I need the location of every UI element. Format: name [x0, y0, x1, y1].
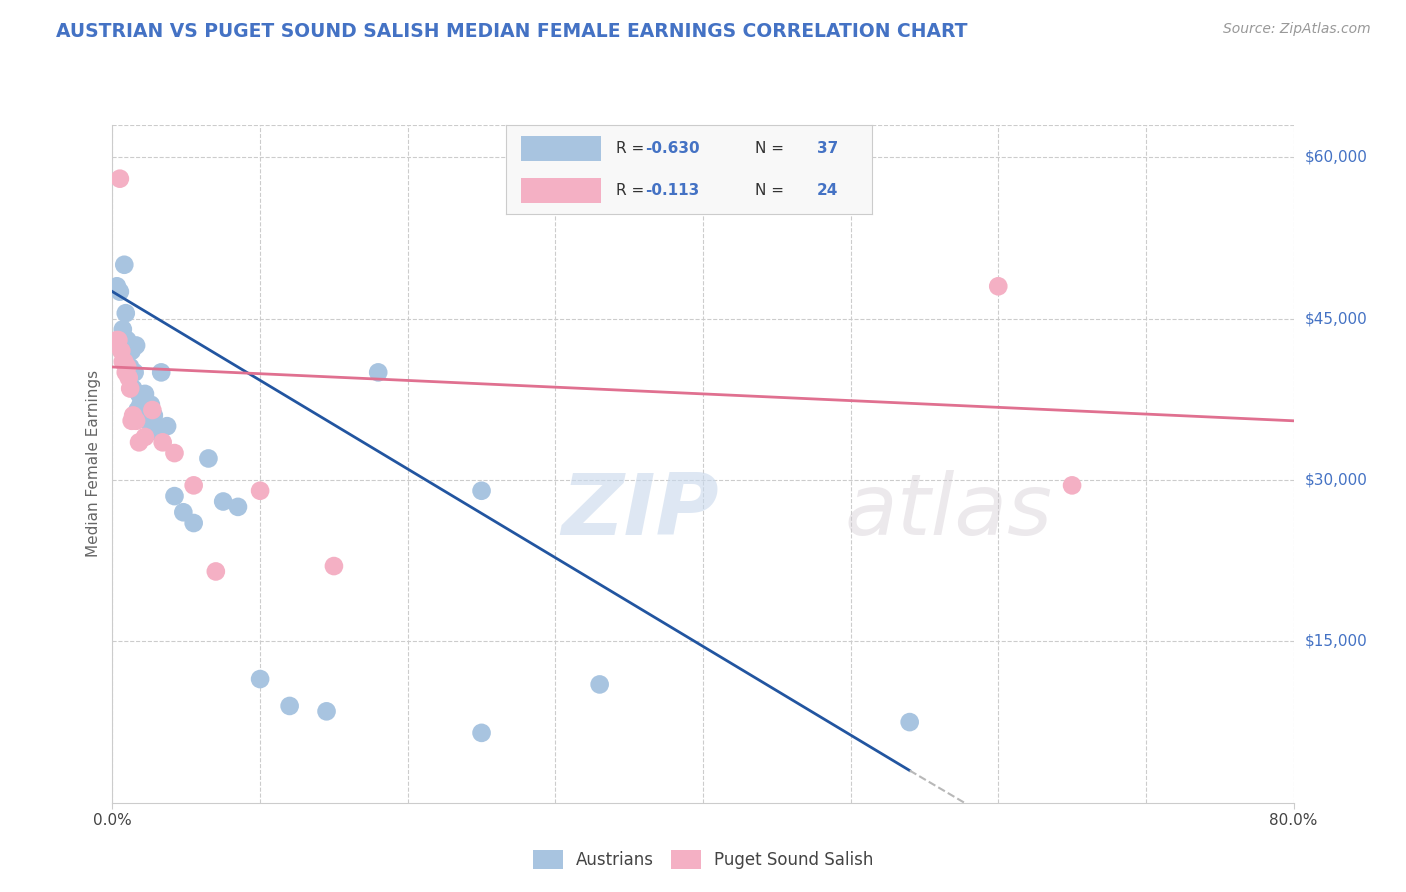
Text: R =: R =: [616, 141, 650, 155]
Point: [114, 365, 136, 379]
Text: 24: 24: [817, 184, 838, 198]
Point: [588, 677, 610, 691]
Point: [152, 435, 174, 450]
Point: [197, 451, 219, 466]
Text: $15,000: $15,000: [1305, 634, 1368, 648]
Point: [122, 382, 145, 396]
Bar: [520, 178, 602, 203]
Point: [125, 338, 148, 352]
Point: [117, 359, 138, 374]
Point: [121, 414, 143, 428]
Point: [117, 333, 138, 347]
Point: [111, 354, 134, 368]
Point: [127, 403, 149, 417]
Legend: Austrians, Puget Sound Salish: Austrians, Puget Sound Salish: [526, 843, 880, 876]
Text: ZIP: ZIP: [561, 470, 718, 553]
Point: [131, 392, 153, 407]
Point: [470, 483, 494, 498]
Point: [129, 398, 152, 412]
Point: [121, 343, 143, 358]
Point: [249, 672, 271, 686]
Point: [114, 306, 136, 320]
Text: $60,000: $60,000: [1305, 150, 1368, 165]
Point: [124, 365, 146, 379]
Point: [111, 322, 134, 336]
Point: [105, 279, 128, 293]
Point: [156, 419, 179, 434]
Point: [987, 279, 1010, 293]
Text: -0.630: -0.630: [645, 141, 700, 155]
Point: [249, 483, 271, 498]
Point: [1062, 478, 1084, 492]
Point: [205, 565, 228, 579]
Point: [212, 494, 235, 508]
Point: [163, 446, 186, 460]
Point: [172, 505, 194, 519]
Point: [105, 333, 128, 347]
Point: [134, 387, 156, 401]
Point: [118, 338, 141, 352]
Text: atlas: atlas: [845, 470, 1053, 553]
Point: [120, 382, 142, 396]
Y-axis label: Median Female Earnings: Median Female Earnings: [86, 370, 101, 558]
Point: [150, 365, 173, 379]
Point: [278, 698, 301, 713]
Text: -0.113: -0.113: [645, 184, 699, 198]
Point: [108, 171, 131, 186]
Point: [146, 425, 169, 439]
Text: $45,000: $45,000: [1305, 311, 1368, 326]
Point: [128, 387, 150, 401]
Text: Source: ZipAtlas.com: Source: ZipAtlas.com: [1223, 22, 1371, 37]
Point: [315, 704, 337, 718]
Point: [470, 726, 494, 740]
Point: [323, 559, 346, 574]
Point: [136, 414, 159, 428]
Text: $30,000: $30,000: [1305, 473, 1368, 488]
Text: N =: N =: [755, 184, 789, 198]
Point: [120, 359, 142, 374]
Point: [142, 409, 165, 423]
Text: R =: R =: [616, 184, 650, 198]
Point: [139, 398, 162, 412]
Point: [141, 403, 163, 417]
Point: [134, 430, 156, 444]
Point: [118, 370, 141, 384]
Point: [122, 409, 145, 423]
Point: [107, 333, 129, 347]
Point: [128, 435, 150, 450]
Text: 37: 37: [817, 141, 838, 155]
Point: [183, 478, 205, 492]
Bar: [520, 136, 602, 161]
Text: N =: N =: [755, 141, 789, 155]
Point: [367, 365, 389, 379]
Point: [898, 715, 921, 730]
Point: [125, 414, 148, 428]
Point: [112, 354, 135, 368]
Point: [110, 343, 132, 358]
Text: AUSTRIAN VS PUGET SOUND SALISH MEDIAN FEMALE EARNINGS CORRELATION CHART: AUSTRIAN VS PUGET SOUND SALISH MEDIAN FE…: [56, 22, 967, 41]
Point: [183, 516, 205, 530]
Point: [108, 285, 131, 299]
Point: [112, 258, 135, 272]
Point: [226, 500, 249, 514]
Point: [163, 489, 186, 503]
